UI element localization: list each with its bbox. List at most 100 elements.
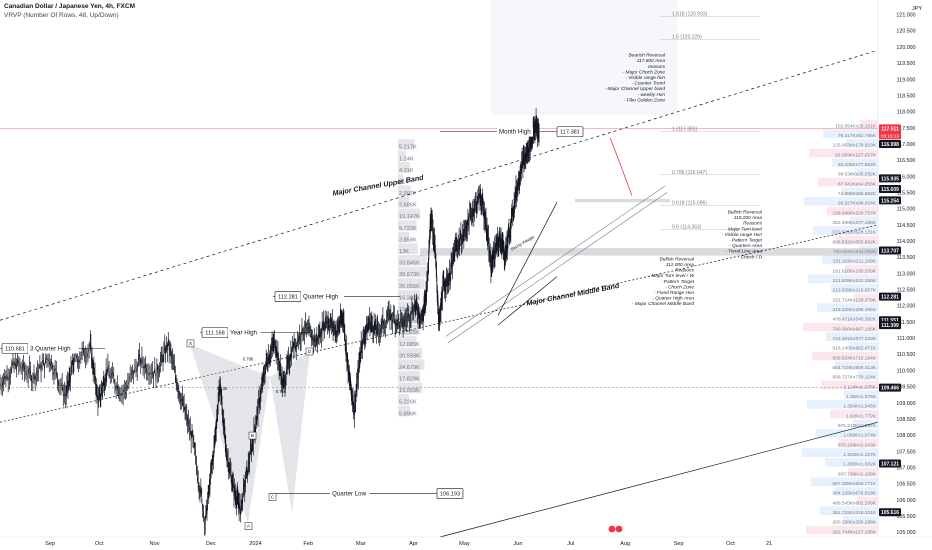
right-volume-label: 215.345Kx298.465K xyxy=(833,307,877,313)
annotation-bullish-112: - Pattern Target xyxy=(661,279,695,285)
price-badge-text: 115.609 xyxy=(881,187,899,193)
price-tick: 106.000 xyxy=(896,498,915,504)
time-tick: Nov xyxy=(150,541,160,547)
annotation-bearish: - Major Choch Zone xyxy=(623,69,666,75)
right-volume-bar xyxy=(857,496,878,506)
currency-label: JPY xyxy=(912,6,923,12)
time-tick: Jul xyxy=(567,541,574,547)
level-caption-bg xyxy=(228,327,261,338)
price-tick: 115.000 xyxy=(897,207,916,213)
price-tick: 107.000 xyxy=(896,465,915,471)
right-volume-bar xyxy=(840,313,878,322)
right-volume-label: 38.538Kx35.032K xyxy=(838,172,877,178)
volume-profile-label: 5.217K xyxy=(399,145,417,151)
right-volume-bar xyxy=(835,361,878,371)
right-volume-label: 568.534Kx715.164K xyxy=(833,355,877,361)
pattern-point-label: C xyxy=(271,495,275,501)
annotation-bullish-115: Reasons xyxy=(743,221,763,227)
right-volume-bar xyxy=(846,139,878,148)
right-volume-label: 252.498Kx277.189K xyxy=(833,220,877,226)
projection-arrow xyxy=(609,137,633,196)
right-volume-bar xyxy=(818,177,878,187)
right-volume-label: 976.312Kx1.297K xyxy=(838,423,877,429)
right-volume-label: 45.106Kx77.852K xyxy=(838,162,877,168)
pattern-point-label: A xyxy=(247,524,251,530)
price-tick: 110.500 xyxy=(897,352,916,358)
level-badge xyxy=(556,126,584,137)
level-value: 117.381 xyxy=(560,130,580,136)
volume-profile-bar xyxy=(398,197,409,208)
annotation-bullish-112: - Major Channel Middle Band xyxy=(632,301,694,307)
price-badge-sub: 03:16:13 xyxy=(881,133,899,138)
price-tick: 119.500 xyxy=(897,61,916,67)
right-volume-label: 152.714Kx126.379K xyxy=(833,297,877,303)
level-caption: Quarter Low xyxy=(332,491,367,498)
right-volume-bar xyxy=(820,506,878,516)
volume-profile-bar xyxy=(398,185,412,197)
right-volume-label: 606.727Kx778.124K xyxy=(833,375,877,381)
price-tick: 109.500 xyxy=(896,385,915,391)
fib-label: 1 (117.381) xyxy=(672,127,698,133)
right-volume-label: 933.736Kx1.109K xyxy=(838,471,877,477)
right-volume-label: 231.926Kx211.109K xyxy=(833,259,877,265)
annotation-bearish: - Visible range hvn xyxy=(625,75,665,81)
price-tick: 113.500 xyxy=(897,255,916,261)
right-volume-bar xyxy=(830,409,878,419)
volume-profile-bar xyxy=(398,231,409,243)
right-volume-label: 687.305Kx660.771K xyxy=(833,481,877,487)
channel-lower xyxy=(439,421,879,538)
right-volume-label: 1.089Kx1.074K xyxy=(843,433,877,439)
price-tick: 118.500 xyxy=(897,93,916,99)
right-volume-bar xyxy=(822,255,878,264)
right-volume-label: 26.227Kx98.924K xyxy=(838,201,877,207)
right-volume-bar xyxy=(843,516,878,525)
annotation-bullish-115: - Visible range Hvn xyxy=(722,232,763,238)
volume-profile-label: 19.503K xyxy=(399,388,420,394)
volume-profile-label: 12.685K xyxy=(399,342,420,348)
fib-label: 1.5 (120.229) xyxy=(672,34,702,40)
annotation-bullish-115: - Choch / D xyxy=(738,254,763,260)
annotation-bearish: Bearish Reversal xyxy=(628,53,665,59)
price-axis-bg xyxy=(878,0,932,550)
right-volume-label: 211.539Kx242.255K xyxy=(833,278,877,284)
right-volume-bar xyxy=(839,438,878,448)
annotation-bearish: - weekly Hvn xyxy=(638,92,666,98)
pattern-ratio: 0.786 xyxy=(276,389,287,394)
indicator-label: VRVP (Number Of Rows, 48, Up/Down) xyxy=(4,12,119,19)
volume-profile-bar xyxy=(398,278,425,289)
right-volume-bar xyxy=(823,129,878,139)
pattern-point-label: B xyxy=(251,433,254,439)
right-volume-label: 92.089Kx127.657K xyxy=(835,152,877,158)
pattern-xab xyxy=(190,344,270,523)
price-badge xyxy=(879,196,901,205)
price-badge-text: 115.935 xyxy=(881,176,899,182)
price-badge xyxy=(879,184,901,193)
right-volume-bar xyxy=(826,332,878,342)
volume-profile-bar xyxy=(398,394,409,405)
right-volume-bar xyxy=(855,168,878,177)
right-volume-bar xyxy=(817,303,878,313)
price-tick: 116.500 xyxy=(897,158,916,164)
price-badge xyxy=(879,321,901,330)
price-tick: 119.000 xyxy=(897,77,916,83)
zone-113-7 xyxy=(420,248,878,256)
right-volume-bar xyxy=(816,429,878,438)
right-volume-label: 1.42Kx1.772K xyxy=(846,413,877,419)
right-volume-bar xyxy=(854,293,878,303)
time-tick: Oct xyxy=(95,541,104,547)
price-badge-text: 113.707 xyxy=(881,248,899,254)
right-volume-label: 125.953Kx179.919K xyxy=(833,143,877,149)
right-volume-label: 1.354Kx1.845K xyxy=(843,404,877,410)
right-volume-bar xyxy=(832,158,878,168)
level-caption-bg xyxy=(301,291,345,302)
time-tick: Sep xyxy=(45,541,55,547)
pattern-point xyxy=(248,431,257,440)
price-tick: 106.500 xyxy=(896,482,915,488)
volume-profile-bar xyxy=(398,220,417,231)
right-volume-label: 162.744Kx217.156K xyxy=(833,529,877,535)
price-tick: 114.000 xyxy=(897,239,916,245)
right-volume-bar xyxy=(849,342,878,351)
price-badge-text: 116.998 xyxy=(881,142,899,148)
